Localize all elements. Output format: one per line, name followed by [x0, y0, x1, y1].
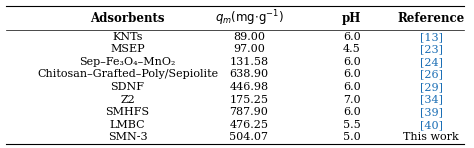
Text: 131.58: 131.58: [229, 57, 268, 67]
Text: [24]: [24]: [419, 57, 443, 67]
Text: Sep–Fe₃O₄–MnO₂: Sep–Fe₃O₄–MnO₂: [79, 57, 176, 67]
Text: 6.0: 6.0: [343, 69, 361, 79]
Text: 5.0: 5.0: [343, 132, 361, 142]
Text: [26]: [26]: [419, 69, 443, 79]
Text: 787.90: 787.90: [229, 107, 268, 117]
Text: [23]: [23]: [419, 44, 443, 54]
Text: pH: pH: [342, 12, 361, 25]
Text: Chitosan–Grafted–Poly/Sepiolite: Chitosan–Grafted–Poly/Sepiolite: [37, 69, 218, 79]
Text: Reference: Reference: [397, 12, 465, 25]
Text: 89.00: 89.00: [233, 32, 265, 42]
Text: [39]: [39]: [419, 107, 443, 117]
Text: [40]: [40]: [419, 120, 443, 130]
Text: 6.0: 6.0: [343, 32, 361, 42]
Text: $q_{m}$$\mathrm{(mg{\cdot}g^{-1})}$: $q_{m}$$\mathrm{(mg{\cdot}g^{-1})}$: [215, 8, 283, 28]
Text: [34]: [34]: [419, 95, 443, 105]
Text: 638.90: 638.90: [229, 69, 268, 79]
Text: SDNF: SDNF: [110, 82, 145, 92]
Text: Adsorbents: Adsorbents: [90, 12, 165, 25]
Text: 7.0: 7.0: [343, 95, 360, 105]
Text: 446.98: 446.98: [229, 82, 268, 92]
Text: SMHFS: SMHFS: [105, 107, 149, 117]
Text: 4.5: 4.5: [343, 44, 361, 54]
Text: 175.25: 175.25: [229, 95, 268, 105]
Text: MSEP: MSEP: [110, 44, 145, 54]
Text: 97.00: 97.00: [233, 44, 265, 54]
Text: SMN-3: SMN-3: [108, 132, 147, 142]
Text: 476.25: 476.25: [229, 120, 268, 130]
Text: 6.0: 6.0: [343, 57, 361, 67]
Text: [13]: [13]: [419, 32, 443, 42]
Text: 6.0: 6.0: [343, 107, 361, 117]
Text: 6.0: 6.0: [343, 82, 361, 92]
Text: This work: This work: [403, 132, 459, 142]
Text: 5.5: 5.5: [343, 120, 361, 130]
Text: KNTs: KNTs: [112, 32, 143, 42]
Text: LMBC: LMBC: [109, 120, 146, 130]
Text: Z2: Z2: [120, 95, 135, 105]
Text: [29]: [29]: [419, 82, 443, 92]
Text: 504.07: 504.07: [229, 132, 268, 142]
